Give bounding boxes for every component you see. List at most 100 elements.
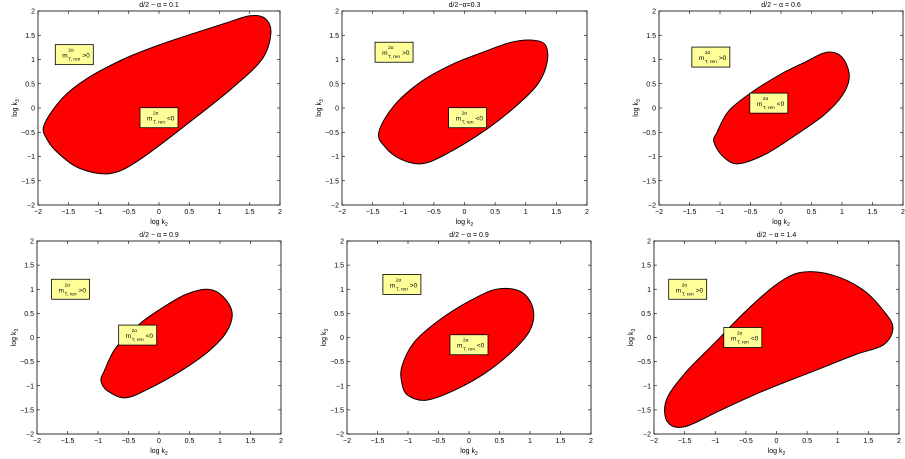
y-axis-label: log k3: [11, 328, 20, 346]
panel-title: d/2 − α = 0.1: [139, 2, 179, 9]
x-tick-label: 1.5: [864, 438, 874, 445]
annotation-superscript: 2α: [396, 277, 402, 283]
panel-title: d/2 − α = 0.9: [449, 232, 489, 239]
x-tick-label: −2: [655, 209, 663, 216]
annotation-relation: >0: [410, 282, 418, 289]
y-tick-label: 0.5: [641, 311, 651, 318]
annotation-superscript: 2α: [705, 50, 711, 56]
annotation-relation: >0: [79, 287, 87, 294]
x-tick-label: 0: [157, 209, 161, 216]
x-tick-label: −1: [716, 209, 724, 216]
y-tick-label: 2: [340, 239, 344, 246]
annotation-background: [448, 107, 487, 129]
x-axis-label: log k2: [456, 219, 474, 228]
y-axis-label: log k3: [633, 99, 642, 117]
panel-title: d/2 − α = 0.6: [761, 2, 801, 9]
x-tick-label: 1.5: [246, 438, 256, 445]
y-tick-label: 0.5: [334, 311, 344, 318]
annotation-relation: <0: [146, 333, 154, 340]
y-tick-label: 1.5: [334, 263, 344, 270]
chart-panel-2: −2 −1.5 −1 −0.5 0 0.5 1 1.5 2 −2 −1.5 −1 −0.5 0 0.5 1 1.…: [316, 2, 589, 228]
negative-mass-region: [377, 39, 549, 165]
y-tick-label: 2: [31, 9, 35, 16]
panel-title: d/2 − α = 0.9: [139, 232, 179, 239]
x-tick-label: 0: [463, 209, 467, 216]
x-tick-label: −1.5: [61, 438, 75, 445]
y-tick-label: 1: [31, 57, 35, 64]
negative-mass-region: [100, 288, 233, 399]
x-tick-label: 1: [528, 438, 532, 445]
x-tick-label: −1: [399, 209, 407, 216]
annotation-background: [374, 41, 414, 63]
annotation-superscript: 2α: [463, 338, 469, 344]
y-tick-label: −1.5: [325, 178, 339, 185]
annotation-superscript: 2α: [682, 282, 688, 288]
y-tick-label: −2: [26, 432, 34, 439]
x-tick-label: 0.5: [807, 209, 817, 216]
y-tick-label: −0.5: [330, 359, 344, 366]
y-tick-label: 1.5: [641, 263, 651, 270]
annotation-background: [723, 327, 763, 348]
x-tick-label: 1: [218, 438, 222, 445]
annotation-mass-symbol: m: [59, 287, 64, 294]
y-tick-label: −0.5: [20, 359, 34, 366]
annotation-superscript: 2α: [68, 48, 74, 54]
annotation-superscript: 2α: [65, 282, 71, 288]
annotation-box: m2α T, ren>0: [54, 44, 94, 66]
annotation-box: m2α T, ren>0: [668, 278, 708, 300]
annotation-box: m2α T, ren>0: [51, 278, 90, 300]
y-tick-label: 0.5: [329, 81, 339, 88]
x-tick-label: 0: [775, 438, 779, 445]
annotation-background: [382, 274, 422, 295]
chart-panel-5: −2 −1.5 −1 −0.5 0 0.5 1 1.5 2 −2 −1.5 −1 −0.5 0 0.5 1 1.…: [321, 232, 593, 457]
annotation-mass-symbol: m: [757, 101, 762, 108]
chart-panel-1: −2 −1.5 −1 −0.5 0 0.5 1 1.5 2 −2 −1.5 −1 −0.5 0 0.5 1 1.…: [12, 2, 282, 228]
annotation-box: m2α T, ren>0: [382, 274, 422, 295]
x-tick-label: −0.5: [739, 438, 753, 445]
y-tick-label: 0.5: [646, 81, 656, 88]
negative-mass-region: [42, 14, 272, 175]
negative-mass-region: [664, 271, 894, 429]
y-axis-label: log k3: [12, 99, 21, 117]
annotation-relation: <0: [476, 116, 484, 123]
y-axis-label: log k3: [316, 99, 325, 117]
x-tick-label: 0.5: [185, 438, 195, 445]
x-tick-label: 1.5: [556, 438, 566, 445]
y-tick-label: 2: [335, 9, 339, 16]
y-tick-label: 0: [30, 335, 34, 342]
x-tick-label: −0.5: [122, 438, 136, 445]
y-tick-label: 0: [340, 335, 344, 342]
y-tick-label: −1: [331, 154, 339, 161]
annotation-box: m2α T, ren>0: [691, 46, 731, 68]
annotation-superscript: 2α: [153, 111, 159, 117]
annotation-background: [139, 107, 179, 129]
chart-panel-3: −2 −1.5 −1 −0.5 0 0.5 1 1.5 2 −2 −1.5 −1 −0.5 0 0.5 1 1.…: [633, 2, 905, 228]
y-tick-label: −2: [336, 432, 344, 439]
annotation-background: [54, 44, 94, 66]
y-tick-label: −1: [643, 383, 651, 390]
x-tick-label: 2: [589, 438, 593, 445]
x-tick-label: 1: [836, 438, 840, 445]
annotation-subscript: T, ren: [682, 291, 694, 297]
annotation-superscript: 2α: [132, 328, 138, 334]
y-tick-label: −2: [331, 203, 339, 210]
annotation-relation: <0: [751, 336, 759, 343]
y-tick-label: −1.5: [642, 178, 656, 185]
x-tick-label: −1.5: [366, 209, 380, 216]
x-tick-label: 1: [840, 209, 844, 216]
y-tick-label: −1.5: [20, 407, 34, 414]
annotation-relation: >0: [82, 53, 90, 60]
annotation-subscript: T, ren: [763, 105, 775, 111]
x-tick-label: 0.5: [490, 209, 500, 216]
annotation-subscript: T, ren: [737, 340, 749, 346]
annotation-subscript: T, ren: [132, 337, 144, 343]
x-tick-label: −0.5: [122, 209, 136, 216]
annotation-subscript: T, ren: [705, 59, 717, 65]
x-tick-label: −1: [711, 438, 719, 445]
annotation-box: m2α T, ren<0: [749, 92, 789, 114]
y-tick-label: 1: [340, 287, 344, 294]
y-tick-label: 1.5: [646, 33, 656, 40]
annotation-subscript: T, ren: [463, 347, 475, 353]
chart-panel-6: −2 −1.5 −1 −0.5 0 0.5 1 1.5 2 −2 −1.5 −1 −0.5 0 0.5 1 1.…: [628, 232, 901, 457]
annotation-background: [449, 334, 489, 356]
